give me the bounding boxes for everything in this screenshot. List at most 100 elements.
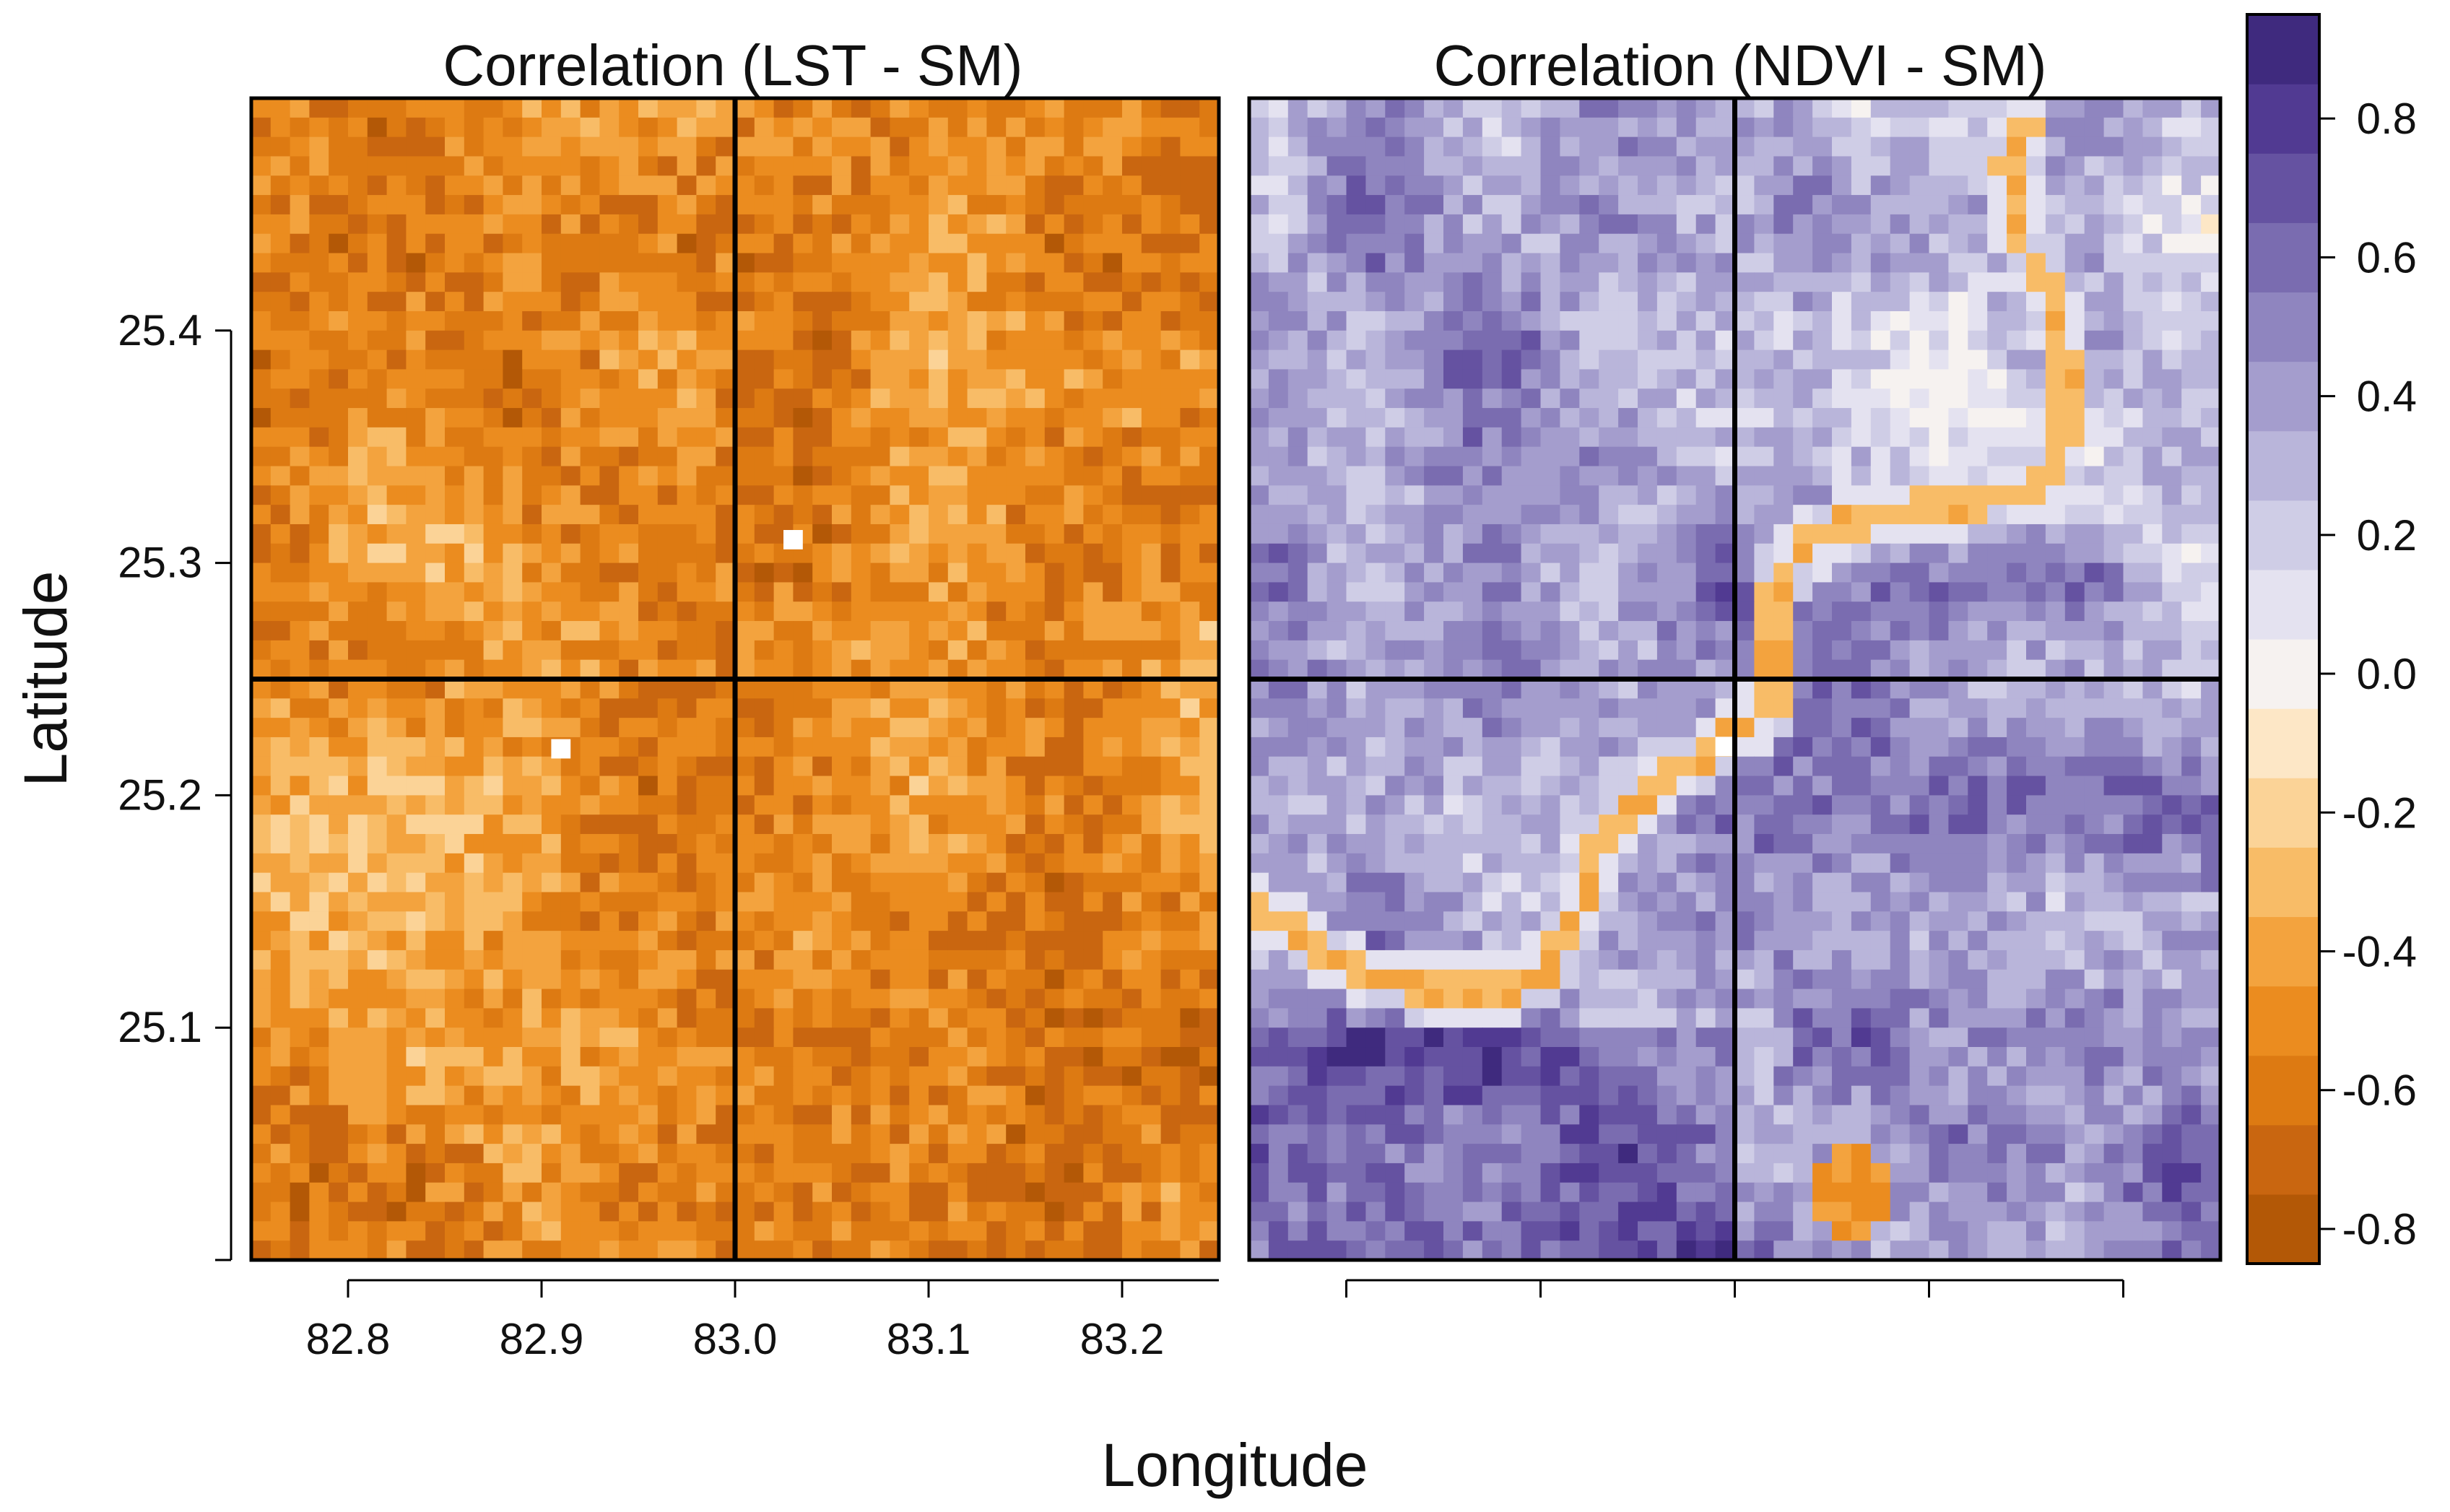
heatmap-cell [348,349,368,370]
heatmap-cell [483,485,503,505]
heatmap-cell [947,214,968,235]
heatmap-cell [1122,427,1142,448]
heatmap-cell [1482,485,1503,505]
heatmap-cell [560,523,581,544]
heatmap-cell [754,834,775,854]
heatmap-cell [270,195,291,215]
heatmap-cell [270,349,291,370]
heatmap-cell [677,310,697,331]
heatmap-cell [445,330,465,351]
heatmap-cell [1044,446,1065,467]
heatmap-cell [1025,756,1046,777]
heatmap-cell [1160,175,1181,196]
heatmap-cell [1734,98,1755,118]
heatmap-cell [329,136,349,157]
heatmap-cell [1180,1047,1200,1067]
heatmap-cell [1064,853,1084,874]
heatmap-cell [638,253,659,273]
heatmap-cell [1326,775,1347,796]
heatmap-cell [348,950,368,970]
heatmap-cell [929,1027,949,1048]
heatmap-cell [1462,117,1483,138]
heatmap-cell [1268,427,1289,448]
heatmap-cell [1424,698,1444,718]
heatmap-cell [986,175,1007,196]
heatmap-cell [677,330,697,351]
heatmap-cell [1424,853,1444,874]
heatmap-cell [1968,195,1988,215]
heatmap-cell [1948,330,1968,351]
heatmap-cell [425,388,446,409]
heatmap-cell [1103,117,1123,138]
heatmap-cell [270,466,291,486]
heatmap-cell [832,718,852,738]
heatmap-cell [1638,310,1658,331]
heatmap-cell [425,98,446,118]
heatmap-cell [851,1182,872,1203]
heatmap-cell [1948,310,1968,331]
heatmap-cell [1773,253,1794,273]
heatmap-cell [1870,582,1891,602]
heatmap-cell [870,427,890,448]
heatmap-cell [773,505,794,525]
heatmap-cell [445,601,465,622]
heatmap-cell [1482,349,1503,370]
heatmap-cell [251,485,272,505]
heatmap-cell [1987,505,2007,525]
heatmap-cell [1249,485,1269,505]
heatmap-cell [1083,1066,1103,1087]
heatmap-cell [1044,1124,1065,1144]
heatmap-cell [1122,485,1142,505]
heatmap-cell [406,795,426,815]
heatmap-cell [1268,388,1289,409]
heatmap-cell [406,485,426,505]
heatmap-cell [2103,698,2124,718]
heatmap-cell [1141,214,1162,235]
heatmap-cell [522,195,542,215]
heatmap-cell [2045,175,2066,196]
heatmap-cell [483,1085,503,1106]
heatmap-cell [1268,621,1289,641]
heatmap-cell [947,582,968,602]
heatmap-cell [1890,756,1911,777]
heatmap-cell [638,1163,659,1183]
heatmap-cell [445,911,465,931]
heatmap-cell [251,718,272,738]
heatmap-cell [1006,698,1026,718]
heatmap-cell [1025,543,1046,564]
heatmap-cell [1521,310,1542,331]
heatmap-cell [464,98,485,118]
heatmap-cell [290,485,310,505]
heatmap-cell [1287,543,1308,564]
heatmap-cell [464,1202,485,1222]
heatmap-cell [270,853,291,874]
heatmap-cell [1890,195,1911,215]
heatmap-cell [812,195,833,215]
heatmap-cell [947,349,968,370]
heatmap-cell [1025,1163,1046,1183]
heatmap-cell [599,601,620,622]
heatmap-cell [967,349,987,370]
heatmap-cell [2064,233,2085,254]
heatmap-cell [1385,485,1405,505]
heatmap-cell [1044,1008,1065,1028]
heatmap-cell [1249,505,1269,525]
heatmap-cell [1199,310,1220,331]
heatmap-cell [1160,388,1181,409]
heatmap-cell [1929,253,1949,273]
heatmap-cell [2007,136,2027,157]
heatmap-cell [1385,814,1405,835]
heatmap-cell [406,969,426,990]
heatmap-cell [870,330,890,351]
heatmap-cell [812,349,833,370]
heatmap-cell [464,834,485,854]
heatmap-cell [1365,679,1386,699]
heatmap-cell [2026,814,2046,835]
heatmap-cell [2007,775,2027,796]
heatmap-cell [445,834,465,854]
heatmap-cell [599,117,620,138]
heatmap-cell [1307,814,1328,835]
heatmap-cell [1122,698,1142,718]
heatmap-cell [270,136,291,157]
heatmap-cell [657,562,678,583]
